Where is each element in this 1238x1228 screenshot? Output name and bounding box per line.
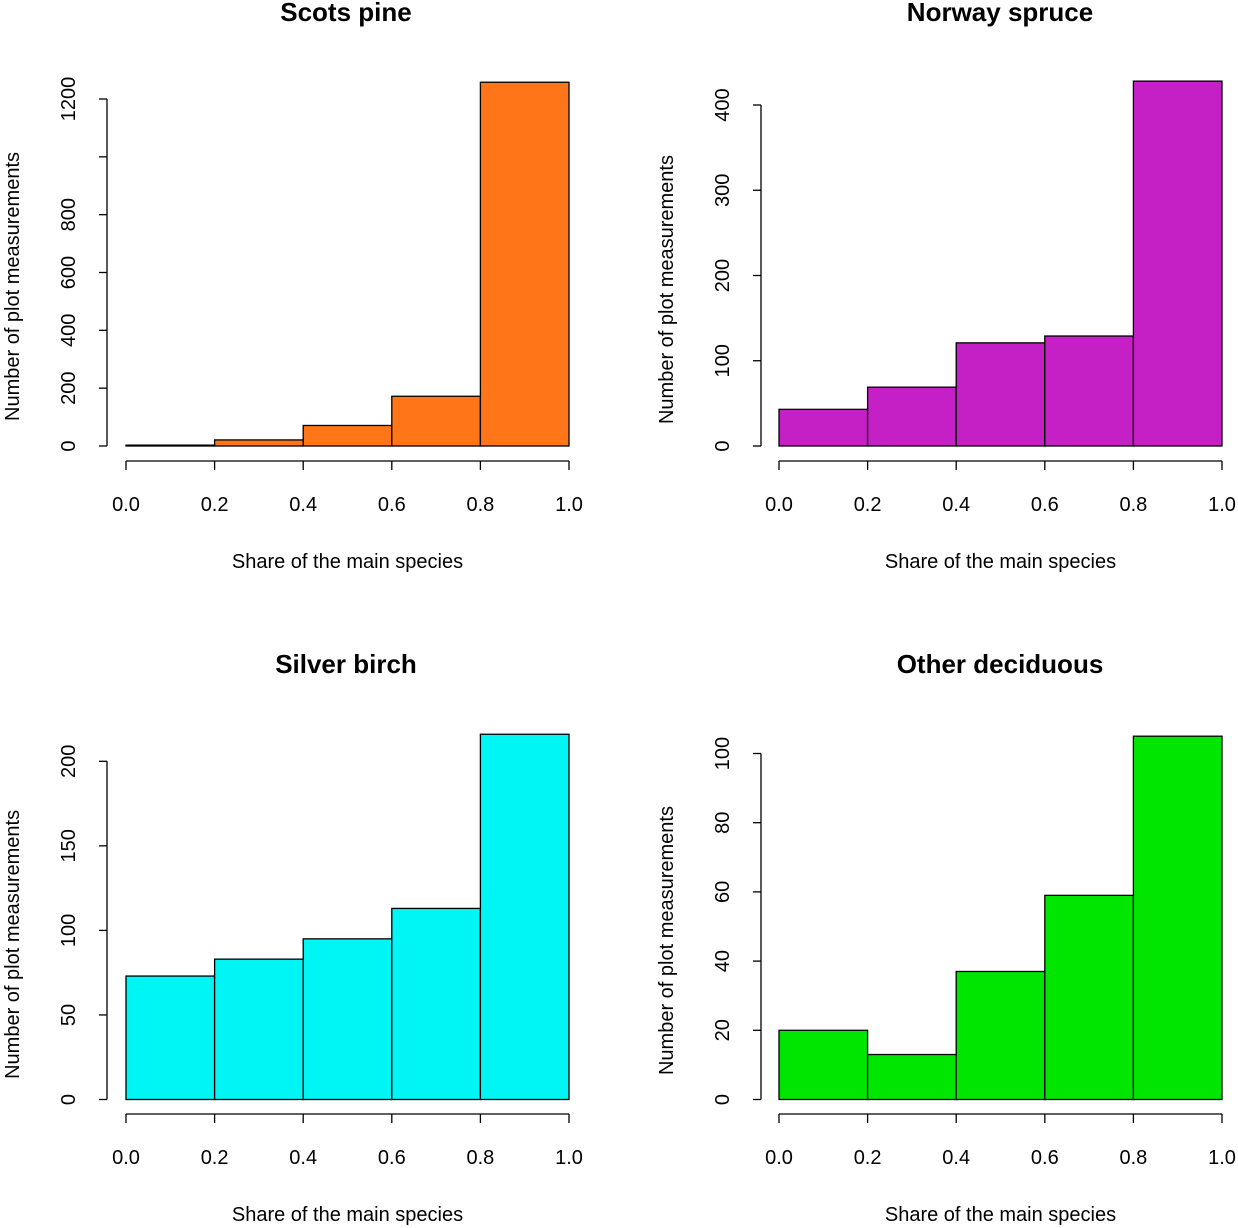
y-tick-label: 200: [58, 371, 80, 404]
histogram-bar: [955, 970, 1046, 1101]
histogram-bar: [866, 386, 957, 447]
histogram-bar: [778, 408, 869, 447]
y-tick-label: 50: [58, 1004, 80, 1026]
y-axis-label: Number of plot measurements: [656, 806, 678, 1075]
x-tick-label: 0.8: [1119, 494, 1147, 516]
histogram-bar: [1044, 335, 1135, 447]
x-tick-label: 0.4: [942, 1147, 970, 1169]
y-tick-label: 800: [58, 198, 80, 231]
histogram-bar: [479, 733, 570, 1101]
histogram-bar: [213, 958, 304, 1101]
y-tick-label: 0: [58, 440, 80, 451]
x-tick-label: 0.0: [112, 494, 140, 516]
y-tick-label: 200: [712, 259, 734, 292]
x-axis-label: Share of the main species: [885, 1204, 1116, 1226]
y-tick-label: 400: [58, 314, 80, 347]
x-tick-label: 0.2: [854, 1147, 882, 1169]
chart-title: Silver birch: [275, 649, 417, 679]
histogram-bar: [391, 907, 482, 1101]
x-tick-label: 0.0: [765, 494, 793, 516]
histogram-bar: [1132, 735, 1223, 1101]
x-tick-label: 0.6: [1031, 494, 1059, 516]
chart-title: Norway spruce: [907, 0, 1093, 27]
x-tick-label: 0.6: [378, 1147, 406, 1169]
x-tick-label: 0.4: [289, 1147, 317, 1169]
y-tick-label: 0: [58, 1094, 80, 1105]
panel-norway-spruce: Norway spruce Share of the main species …: [656, 0, 1236, 573]
x-axis-label: Share of the main species: [232, 551, 463, 573]
x-tick-label: 0.6: [378, 494, 406, 516]
x-tick-label: 0.2: [201, 494, 229, 516]
histogram-bar: [479, 81, 570, 447]
x-tick-label: 0.2: [201, 1147, 229, 1169]
x-tick-label: 0.0: [765, 1147, 793, 1169]
x-tick-label: 0.8: [466, 494, 494, 516]
histogram-bar: [778, 1029, 869, 1101]
histogram-bar: [125, 444, 216, 447]
y-tick-label: 0: [712, 1094, 734, 1105]
y-axis-label: Number of plot measurements: [656, 155, 678, 424]
panel-silver-birch: Silver birch Share of the main species N…: [2, 649, 583, 1226]
x-tick-label: 0.4: [942, 494, 970, 516]
x-tick-label: 1.0: [555, 494, 583, 516]
histogram-bar: [302, 424, 393, 447]
panel-scots-pine: Scots pine Share of the main species Num…: [2, 0, 583, 573]
y-tick-label: 60: [712, 881, 734, 903]
y-tick-label: 400: [712, 88, 734, 121]
x-tick-label: 0.4: [289, 494, 317, 516]
x-tick-label: 0.6: [1031, 1147, 1059, 1169]
y-axis-label: Number of plot measurements: [2, 152, 24, 421]
y-tick-label: 100: [712, 344, 734, 377]
y-tick-label: 0: [712, 440, 734, 451]
panel-other-deciduous: Other deciduous Share of the main specie…: [656, 649, 1236, 1226]
y-tick-label: 100: [712, 737, 734, 770]
y-tick-label: 80: [712, 812, 734, 834]
histogram-bar: [1132, 80, 1223, 447]
x-axis-label: Share of the main species: [885, 551, 1116, 573]
y-axis-label: Number of plot measurements: [2, 810, 24, 1079]
y-tick-label: 200: [58, 745, 80, 778]
y-tick-label: 100: [58, 914, 80, 947]
histogram-bar: [866, 1053, 957, 1101]
x-tick-label: 0.2: [854, 494, 882, 516]
histogram-bar: [125, 975, 216, 1101]
x-axis-label: Share of the main species: [232, 1204, 463, 1226]
y-tick-label: 300: [712, 174, 734, 207]
histogram-bar: [302, 938, 393, 1101]
y-tick-label: 150: [58, 829, 80, 862]
histogram-bar: [955, 342, 1046, 447]
y-tick-label: 600: [58, 256, 80, 289]
y-tick-label: 20: [712, 1019, 734, 1041]
y-tick-label: 1200: [58, 77, 80, 122]
x-tick-label: 1.0: [1208, 1147, 1236, 1169]
y-tick-label: 40: [712, 950, 734, 972]
chart-title: Scots pine: [280, 0, 411, 27]
histogram-bar: [213, 439, 304, 447]
x-tick-label: 0.8: [466, 1147, 494, 1169]
x-tick-label: 0.0: [112, 1147, 140, 1169]
histogram-bar: [1044, 894, 1135, 1101]
chart-title: Other deciduous: [897, 649, 1104, 679]
x-tick-label: 1.0: [555, 1147, 583, 1169]
x-tick-label: 1.0: [1208, 494, 1236, 516]
histogram-bar: [391, 395, 482, 447]
x-tick-label: 0.8: [1119, 1147, 1147, 1169]
